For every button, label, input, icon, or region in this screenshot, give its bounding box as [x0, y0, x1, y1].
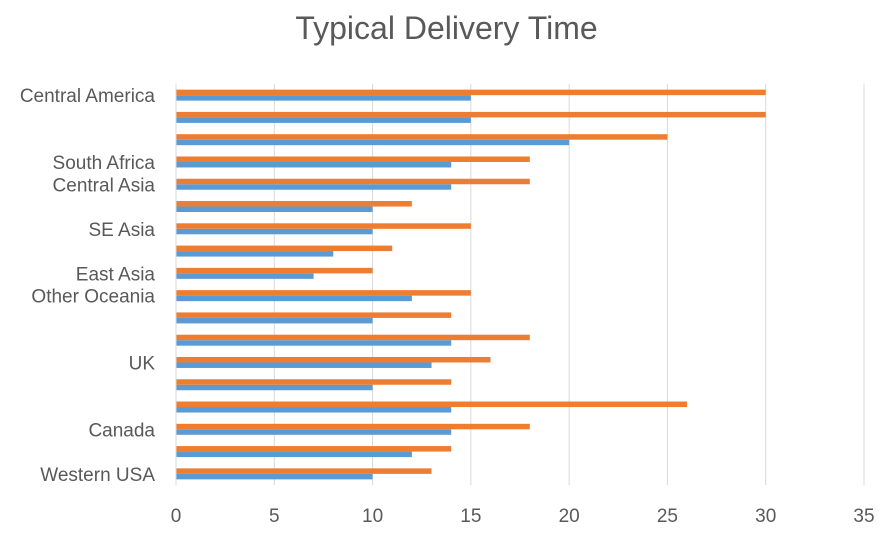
bar-series-2 — [176, 111, 766, 118]
bar-series-2 — [176, 356, 491, 363]
bar-series-2 — [176, 334, 530, 341]
bar-series-1 — [176, 228, 373, 235]
bar-series-2 — [176, 423, 530, 430]
gridlines — [273, 84, 865, 485]
bar-series-1 — [176, 340, 452, 346]
bar-series-1 — [176, 295, 412, 302]
x-tick-label: 10 — [362, 506, 383, 527]
bar-series-2 — [176, 290, 471, 296]
category-label: UK — [129, 353, 156, 374]
bar-series-2 — [176, 379, 452, 385]
bar-series-1 — [176, 95, 471, 101]
bar-series-2 — [176, 468, 432, 474]
bar-series-2 — [176, 201, 412, 207]
category-label: Central Asia — [53, 175, 156, 196]
bar-series-1 — [176, 317, 373, 324]
bar-series-2 — [176, 134, 668, 140]
bar-series-2 — [176, 245, 393, 252]
bar-series-1 — [176, 139, 570, 146]
bar-series-1 — [176, 184, 452, 190]
x-tick-label: 15 — [460, 506, 481, 527]
bars — [176, 89, 766, 480]
category-label: Western USA — [40, 465, 155, 486]
chart-title: Typical Delivery Time — [295, 10, 598, 46]
category-label: East Asia — [76, 264, 156, 285]
category-label: South Africa — [53, 153, 156, 174]
bar-series-2 — [176, 178, 530, 185]
x-tick-label: 5 — [269, 506, 280, 527]
bar-series-1 — [176, 473, 373, 480]
category-label: Canada — [88, 420, 155, 441]
bar-series-2 — [176, 223, 471, 229]
x-tick-label: 30 — [755, 506, 776, 527]
bar-series-2 — [176, 267, 373, 274]
bar-series-1 — [176, 407, 452, 413]
x-tick-label: 25 — [657, 506, 678, 527]
bar-series-1 — [176, 384, 373, 391]
category-label: SE Asia — [88, 220, 155, 241]
bar-series-2 — [176, 89, 766, 96]
bar-series-2 — [176, 446, 452, 452]
x-tick-label: 0 — [171, 506, 182, 527]
bar-series-1 — [176, 161, 452, 168]
bar-series-1 — [176, 117, 471, 123]
category-label: Other Oceania — [31, 287, 155, 308]
bar-series-1 — [176, 206, 373, 213]
x-tick-label: 20 — [559, 506, 580, 527]
category-label: Central America — [20, 86, 156, 107]
bar-series-2 — [176, 312, 452, 318]
bar-series-1 — [176, 362, 432, 368]
bar-series-1 — [176, 273, 314, 279]
bar-series-2 — [176, 156, 530, 162]
bar-series-1 — [176, 451, 412, 458]
bar-series-2 — [176, 401, 688, 408]
x-tick-label: 35 — [853, 506, 874, 527]
labels: 0 5 10 15 20 25 30 35 Western USA Canada UK Other O… — [20, 86, 875, 527]
bar-series-1 — [176, 429, 452, 435]
bar-series-1 — [176, 251, 334, 257]
